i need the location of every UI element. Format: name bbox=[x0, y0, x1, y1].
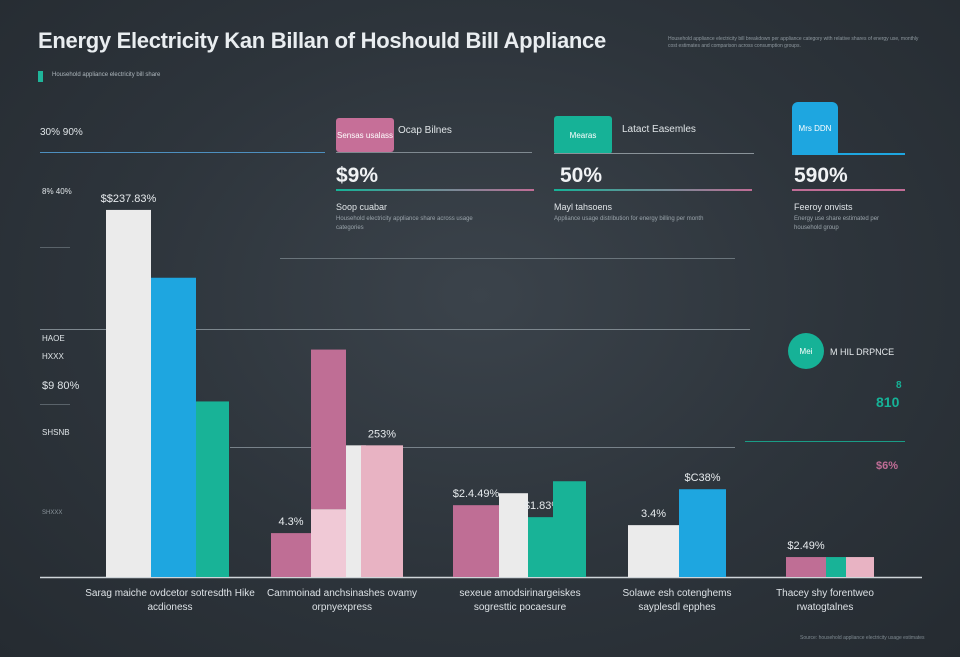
card-heading: Mayl tahsoens bbox=[554, 202, 613, 212]
x-tick-label: Cammoinad anchsinashes ovamy orpnyexpres… bbox=[266, 588, 418, 613]
card-tag: Mrs DDN bbox=[792, 102, 838, 154]
y-label: SHSNB bbox=[42, 428, 70, 437]
bar bbox=[528, 517, 557, 577]
subtitle-marker bbox=[38, 71, 43, 82]
guide-line bbox=[40, 329, 750, 330]
bar bbox=[151, 277, 196, 577]
side-value: 810 bbox=[876, 394, 900, 410]
bar-value-label: 4.3% bbox=[278, 516, 303, 528]
bar-value-label: 253% bbox=[368, 428, 396, 440]
guide-line bbox=[40, 247, 70, 248]
side-value: $6% bbox=[876, 460, 899, 472]
card-tag: Sensas usalass bbox=[336, 118, 394, 152]
card-note: Appliance usage distribution for energy … bbox=[554, 216, 704, 222]
card-accent-line bbox=[792, 189, 905, 191]
y-label: $9 80% bbox=[42, 380, 80, 392]
guide-line bbox=[745, 441, 905, 442]
guide-line bbox=[40, 404, 70, 405]
bar-value-label: 3.4% bbox=[641, 508, 666, 520]
legend-badge: Mei bbox=[788, 333, 824, 369]
y-label: 8% 40% bbox=[42, 187, 72, 196]
bar bbox=[361, 445, 403, 577]
bar bbox=[786, 557, 826, 577]
card-accent-line bbox=[554, 189, 752, 191]
bar bbox=[311, 509, 346, 577]
bar-value-label: $1.83% bbox=[524, 500, 562, 512]
guide-line bbox=[40, 152, 325, 153]
card-divider bbox=[792, 153, 905, 155]
guide-line bbox=[280, 258, 735, 259]
guide-line bbox=[230, 447, 735, 448]
bar bbox=[553, 481, 586, 577]
bar bbox=[846, 557, 874, 577]
header-note: Household appliance electricity bill bre… bbox=[668, 36, 919, 49]
page-title: Energy Electricity Kan Billan of Hoshoul… bbox=[38, 28, 606, 53]
card-heading: Soop cuabar bbox=[336, 202, 388, 212]
bar bbox=[826, 557, 846, 577]
y-label: HXXX bbox=[42, 352, 64, 361]
bar-value-label: $2.4.49% bbox=[453, 488, 500, 500]
card-accent-line bbox=[336, 189, 534, 191]
bar-value-label: $C38% bbox=[684, 472, 720, 484]
bar-value-label: $2.49% bbox=[787, 540, 825, 552]
side-value: 8 bbox=[896, 380, 902, 391]
x-tick-label: Solawe esh cotenghems sayplesdl epphes bbox=[622, 588, 732, 613]
bar bbox=[271, 533, 311, 577]
x-tick-label: Sarag maiche ovdcetor sotresdth Hike acd… bbox=[85, 588, 255, 613]
card-percent: $9% bbox=[336, 164, 379, 187]
bar bbox=[196, 401, 229, 577]
x-tick-label: sexeue amodsirinargeiskes sogresttic poc… bbox=[459, 588, 581, 613]
card-divider bbox=[554, 153, 754, 154]
card-name: Ocap Bilnes bbox=[398, 125, 452, 136]
card-percent: 50% bbox=[560, 164, 603, 187]
subtitle: Household appliance electricity bill sha… bbox=[52, 72, 161, 78]
y-label: SHXXX bbox=[42, 510, 63, 516]
card-note: Energy use share estimated per household… bbox=[794, 216, 880, 231]
bar bbox=[453, 505, 499, 577]
card-note: Household electricity appliance share ac… bbox=[336, 216, 473, 231]
legend-label: M HIL DRPNCE bbox=[830, 347, 895, 357]
bar bbox=[311, 349, 346, 510]
y-label: 30% 90% bbox=[40, 127, 83, 138]
source-note: Source: household appliance electricity … bbox=[800, 635, 925, 641]
x-tick-label: Thacey shy forentweo rwatogtalnes bbox=[776, 588, 874, 613]
card-percent: 590% bbox=[794, 164, 848, 187]
bar-value-label: $$237.83% bbox=[101, 193, 157, 205]
card-name: Latact Easemles bbox=[622, 124, 696, 135]
bar bbox=[679, 489, 726, 577]
bar bbox=[499, 493, 528, 577]
card-heading: Feeroy onvists bbox=[794, 202, 853, 212]
card-divider bbox=[336, 152, 532, 153]
card-tag: Mearas bbox=[554, 116, 612, 154]
bar bbox=[628, 525, 679, 577]
y-label: HAOE bbox=[42, 334, 65, 343]
bar bbox=[106, 209, 151, 578]
